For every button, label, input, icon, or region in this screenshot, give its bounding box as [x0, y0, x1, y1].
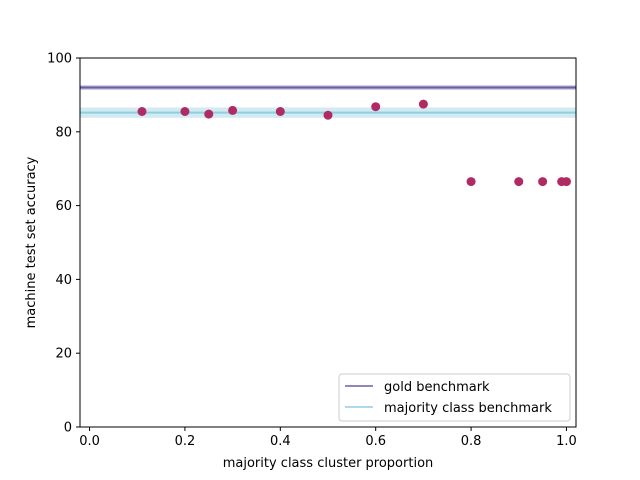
x-tick-label: 0.0: [79, 434, 100, 449]
legend-box: [338, 373, 571, 422]
x-tick-label: 0.8: [461, 434, 482, 449]
data-point: [466, 177, 476, 187]
legend-label-gold: gold benchmark: [384, 380, 490, 395]
y-tick-label: 80: [55, 125, 72, 140]
y-axis-label: machine test set accuracy: [24, 156, 39, 328]
y-tick-label: 20: [55, 347, 72, 362]
x-tick-label: 1.0: [556, 434, 577, 449]
legend: gold benchmark majority class benchmark: [338, 373, 571, 422]
data-point: [371, 102, 381, 112]
data-point: [418, 99, 428, 109]
data-point: [228, 105, 238, 115]
data-point: [180, 107, 190, 117]
x-axis-ticks: 0.0 0.2 0.4 0.6 0.8 1.0: [79, 427, 577, 449]
y-axis-ticks: 0 20 40 60 80 100: [47, 52, 80, 436]
data-point: [538, 177, 548, 187]
legend-label-majority: majority class benchmark: [384, 401, 552, 416]
data-point: [561, 177, 571, 187]
plot-frame: [79, 57, 577, 428]
x-tick-label: 0.4: [270, 434, 291, 449]
x-axis-label: majority class cluster proportion: [223, 456, 434, 471]
data-point: [323, 110, 333, 120]
y-tick-label: 60: [55, 199, 72, 214]
data-points: [137, 99, 571, 187]
y-tick-label: 40: [55, 273, 72, 288]
data-point: [204, 109, 214, 119]
x-tick-label: 0.2: [175, 434, 196, 449]
data-point: [137, 107, 147, 117]
y-tick-label: 100: [47, 52, 72, 67]
x-tick-label: 0.6: [365, 434, 386, 449]
y-tick-label: 0: [64, 421, 72, 436]
data-point: [514, 177, 524, 187]
data-point: [275, 107, 285, 117]
